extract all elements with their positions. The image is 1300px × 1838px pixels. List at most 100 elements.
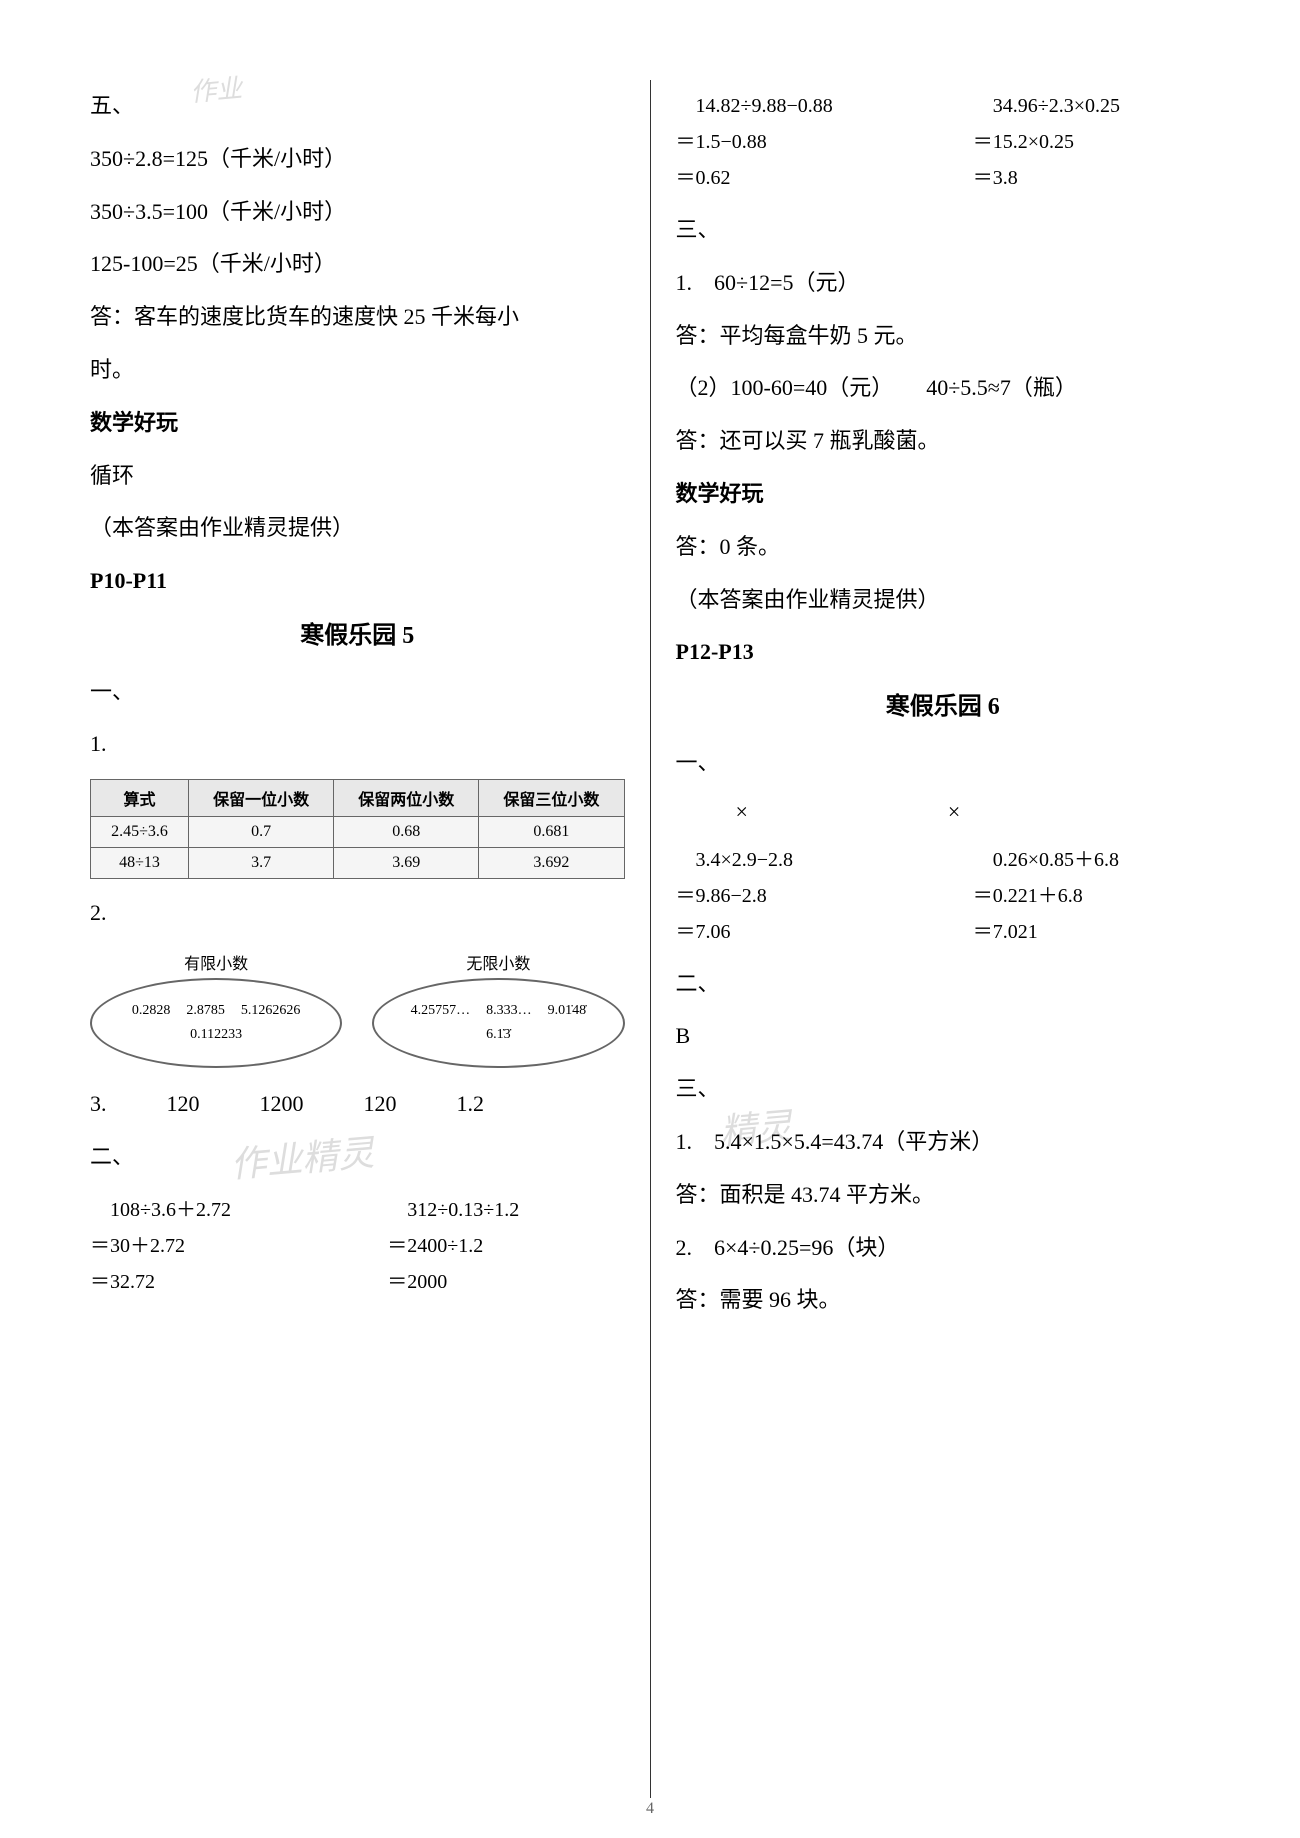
calc-col: 34.96÷2.3×0.25 ＝15.2×0.25 ＝3.8 [973, 88, 1210, 196]
text-line: 1. 5.4×1.5×5.4=43.74（平方米） [676, 1116, 1211, 1169]
section-label: 三、 [676, 1063, 1211, 1116]
table-header: 保留两位小数 [334, 780, 479, 817]
page-ref: P12-P13 [676, 626, 1211, 679]
num: 0.2828 [132, 1003, 171, 1019]
section-label: 二、 [676, 958, 1211, 1011]
answer-line: 答：需要 96 块。 [676, 1274, 1211, 1327]
num: 4.25757… [411, 1003, 471, 1019]
table-header: 保留三位小数 [479, 780, 624, 817]
calc-line: ＝7.06 [676, 914, 913, 950]
judge-row: × × [676, 790, 1211, 834]
calc-col: 3.4×2.9−2.8 ＝9.86−2.8 ＝7.06 [676, 842, 913, 950]
column-divider [650, 80, 651, 1798]
oval-label: 有限小数 [90, 950, 342, 974]
table-cell: 3.69 [334, 848, 479, 879]
calc-line: ＝9.86−2.8 [676, 878, 913, 914]
num: 8.333… [486, 1003, 532, 1019]
calc-col: 108÷3.6＋2.72 ＝30＋2.72 ＝32.72 [90, 1192, 327, 1300]
calc-line: ＝7.021 [973, 914, 1210, 950]
num: 2.8785 [186, 1003, 225, 1019]
calc-line: ＝1.5−0.88 [676, 124, 913, 160]
text-line: 350÷3.5=100（千米/小时） [90, 186, 625, 239]
judge-mark: × [948, 790, 960, 834]
page-container: 五、 350÷2.8=125（千米/小时） 350÷3.5=100（千米/小时）… [70, 80, 1230, 1798]
table-row: 48÷13 3.7 3.69 3.692 [91, 848, 625, 879]
num: 5.1262626 [241, 1003, 301, 1019]
calc-line: 108÷3.6＋2.72 [90, 1192, 327, 1228]
table-cell: 0.7 [189, 817, 334, 848]
answer-line: 答：还可以买 7 瓶乳酸菌。 [676, 415, 1211, 468]
rounding-table: 算式 保留一位小数 保留两位小数 保留三位小数 2.45÷3.6 0.7 0.6… [90, 779, 625, 879]
table-cell: 0.681 [479, 817, 624, 848]
calc-line: ＝3.8 [973, 160, 1210, 196]
answer-line: B [676, 1010, 1211, 1063]
section-label: 五、 [90, 80, 625, 133]
value: 120 [364, 1078, 397, 1131]
judge-mark: × [736, 790, 748, 834]
table-header: 保留一位小数 [189, 780, 334, 817]
calc-line: 312÷0.13÷1.2 [387, 1192, 624, 1228]
text-line: 时。 [90, 344, 625, 397]
text-line: 1. 60÷12=5（元） [676, 257, 1211, 310]
calc-col: 0.26×0.85＋6.8 ＝0.221＋6.8 ＝7.021 [973, 842, 1210, 950]
page-number: 4 [646, 1800, 654, 1818]
value: 120 [167, 1078, 200, 1131]
question-label: 3. [90, 1078, 107, 1131]
text-line: 2. 6×4÷0.25=96（块） [676, 1222, 1211, 1275]
fun-title: 数学好玩 [90, 397, 625, 450]
num: 0.112233 [190, 1027, 242, 1043]
answer-line: 答：平均每盒牛奶 5 元。 [676, 310, 1211, 363]
fun-title: 数学好玩 [676, 468, 1211, 521]
calc-line: 34.96÷2.3×0.25 [973, 88, 1210, 124]
value: 1200 [260, 1078, 304, 1131]
oval-label: 无限小数 [372, 950, 624, 974]
calc-line: 14.82÷9.88−0.88 [676, 88, 913, 124]
table-cell: 3.692 [479, 848, 624, 879]
section-label: 二、 [90, 1131, 625, 1184]
credit-line: （本答案由作业精灵提供） [90, 502, 625, 555]
oval-finite: 0.2828 2.8785 5.1262626 0.112233 [90, 978, 342, 1068]
text-line: 125-100=25（千米/小时） [90, 238, 625, 291]
value: 1.2 [457, 1078, 485, 1131]
calc-line: 3.4×2.9−2.8 [676, 842, 913, 878]
calc-col: 312÷0.13÷1.2 ＝2400÷1.2 ＝2000 [387, 1192, 624, 1300]
oval-group-right: 无限小数 4.25757… 8.333… 9.01̇48̇ 6.1̇3̇ [372, 950, 624, 1068]
answer-line: 答：面积是 43.74 平方米。 [676, 1169, 1211, 1222]
text-line: （2）100-60=40（元） 40÷5.5≈7（瓶） [676, 362, 1211, 415]
text-line: 350÷2.8=125（千米/小时） [90, 133, 625, 186]
question-3: 3. 120 1200 120 1.2 [90, 1078, 625, 1131]
calc-block: 3.4×2.9−2.8 ＝9.86−2.8 ＝7.06 0.26×0.85＋6.… [676, 842, 1211, 950]
calc-line: ＝2000 [387, 1264, 624, 1300]
calc-line: 0.26×0.85＋6.8 [973, 842, 1210, 878]
section-label: 三、 [676, 204, 1211, 257]
calc-line: ＝15.2×0.25 [973, 124, 1210, 160]
calc-line: ＝30＋2.72 [90, 1228, 327, 1264]
table-cell: 0.68 [334, 817, 479, 848]
section-title: 寒假乐园 5 [90, 608, 625, 666]
table-cell: 3.7 [189, 848, 334, 879]
credit-line: （本答案由作业精灵提供） [676, 574, 1211, 627]
oval-infinite: 4.25757… 8.333… 9.01̇48̇ 6.1̇3̇ [372, 978, 624, 1068]
section-title: 寒假乐园 6 [676, 679, 1211, 737]
page-ref: P10-P11 [90, 555, 625, 608]
calc-col: 14.82÷9.88−0.88 ＝1.5−0.88 ＝0.62 [676, 88, 913, 196]
table-cell: 48÷13 [91, 848, 189, 879]
table-header: 算式 [91, 780, 189, 817]
calc-line: ＝2400÷1.2 [387, 1228, 624, 1264]
ovals-container: 有限小数 0.2828 2.8785 5.1262626 0.112233 无限… [90, 950, 625, 1068]
calc-block: 108÷3.6＋2.72 ＝30＋2.72 ＝32.72 312÷0.13÷1.… [90, 1192, 625, 1300]
num: 6.1̇3̇ [486, 1027, 511, 1043]
table-cell: 2.45÷3.6 [91, 817, 189, 848]
oval-group-left: 有限小数 0.2828 2.8785 5.1262626 0.112233 [90, 950, 342, 1068]
calc-line: ＝0.62 [676, 160, 913, 196]
calc-block: 14.82÷9.88−0.88 ＝1.5−0.88 ＝0.62 34.96÷2.… [676, 88, 1211, 196]
calc-line: ＝32.72 [90, 1264, 327, 1300]
right-column: 14.82÷9.88−0.88 ＝1.5−0.88 ＝0.62 34.96÷2.… [656, 80, 1231, 1798]
num: 9.01̇48̇ [548, 1003, 587, 1019]
calc-line: ＝0.221＋6.8 [973, 878, 1210, 914]
answer-line: 答：0 条。 [676, 521, 1211, 574]
question-label: 2. [90, 887, 625, 940]
table-row: 2.45÷3.6 0.7 0.68 0.681 [91, 817, 625, 848]
text-line: 答：客车的速度比货车的速度快 25 千米每小 [90, 291, 625, 344]
text-line: 循环 [90, 450, 625, 503]
